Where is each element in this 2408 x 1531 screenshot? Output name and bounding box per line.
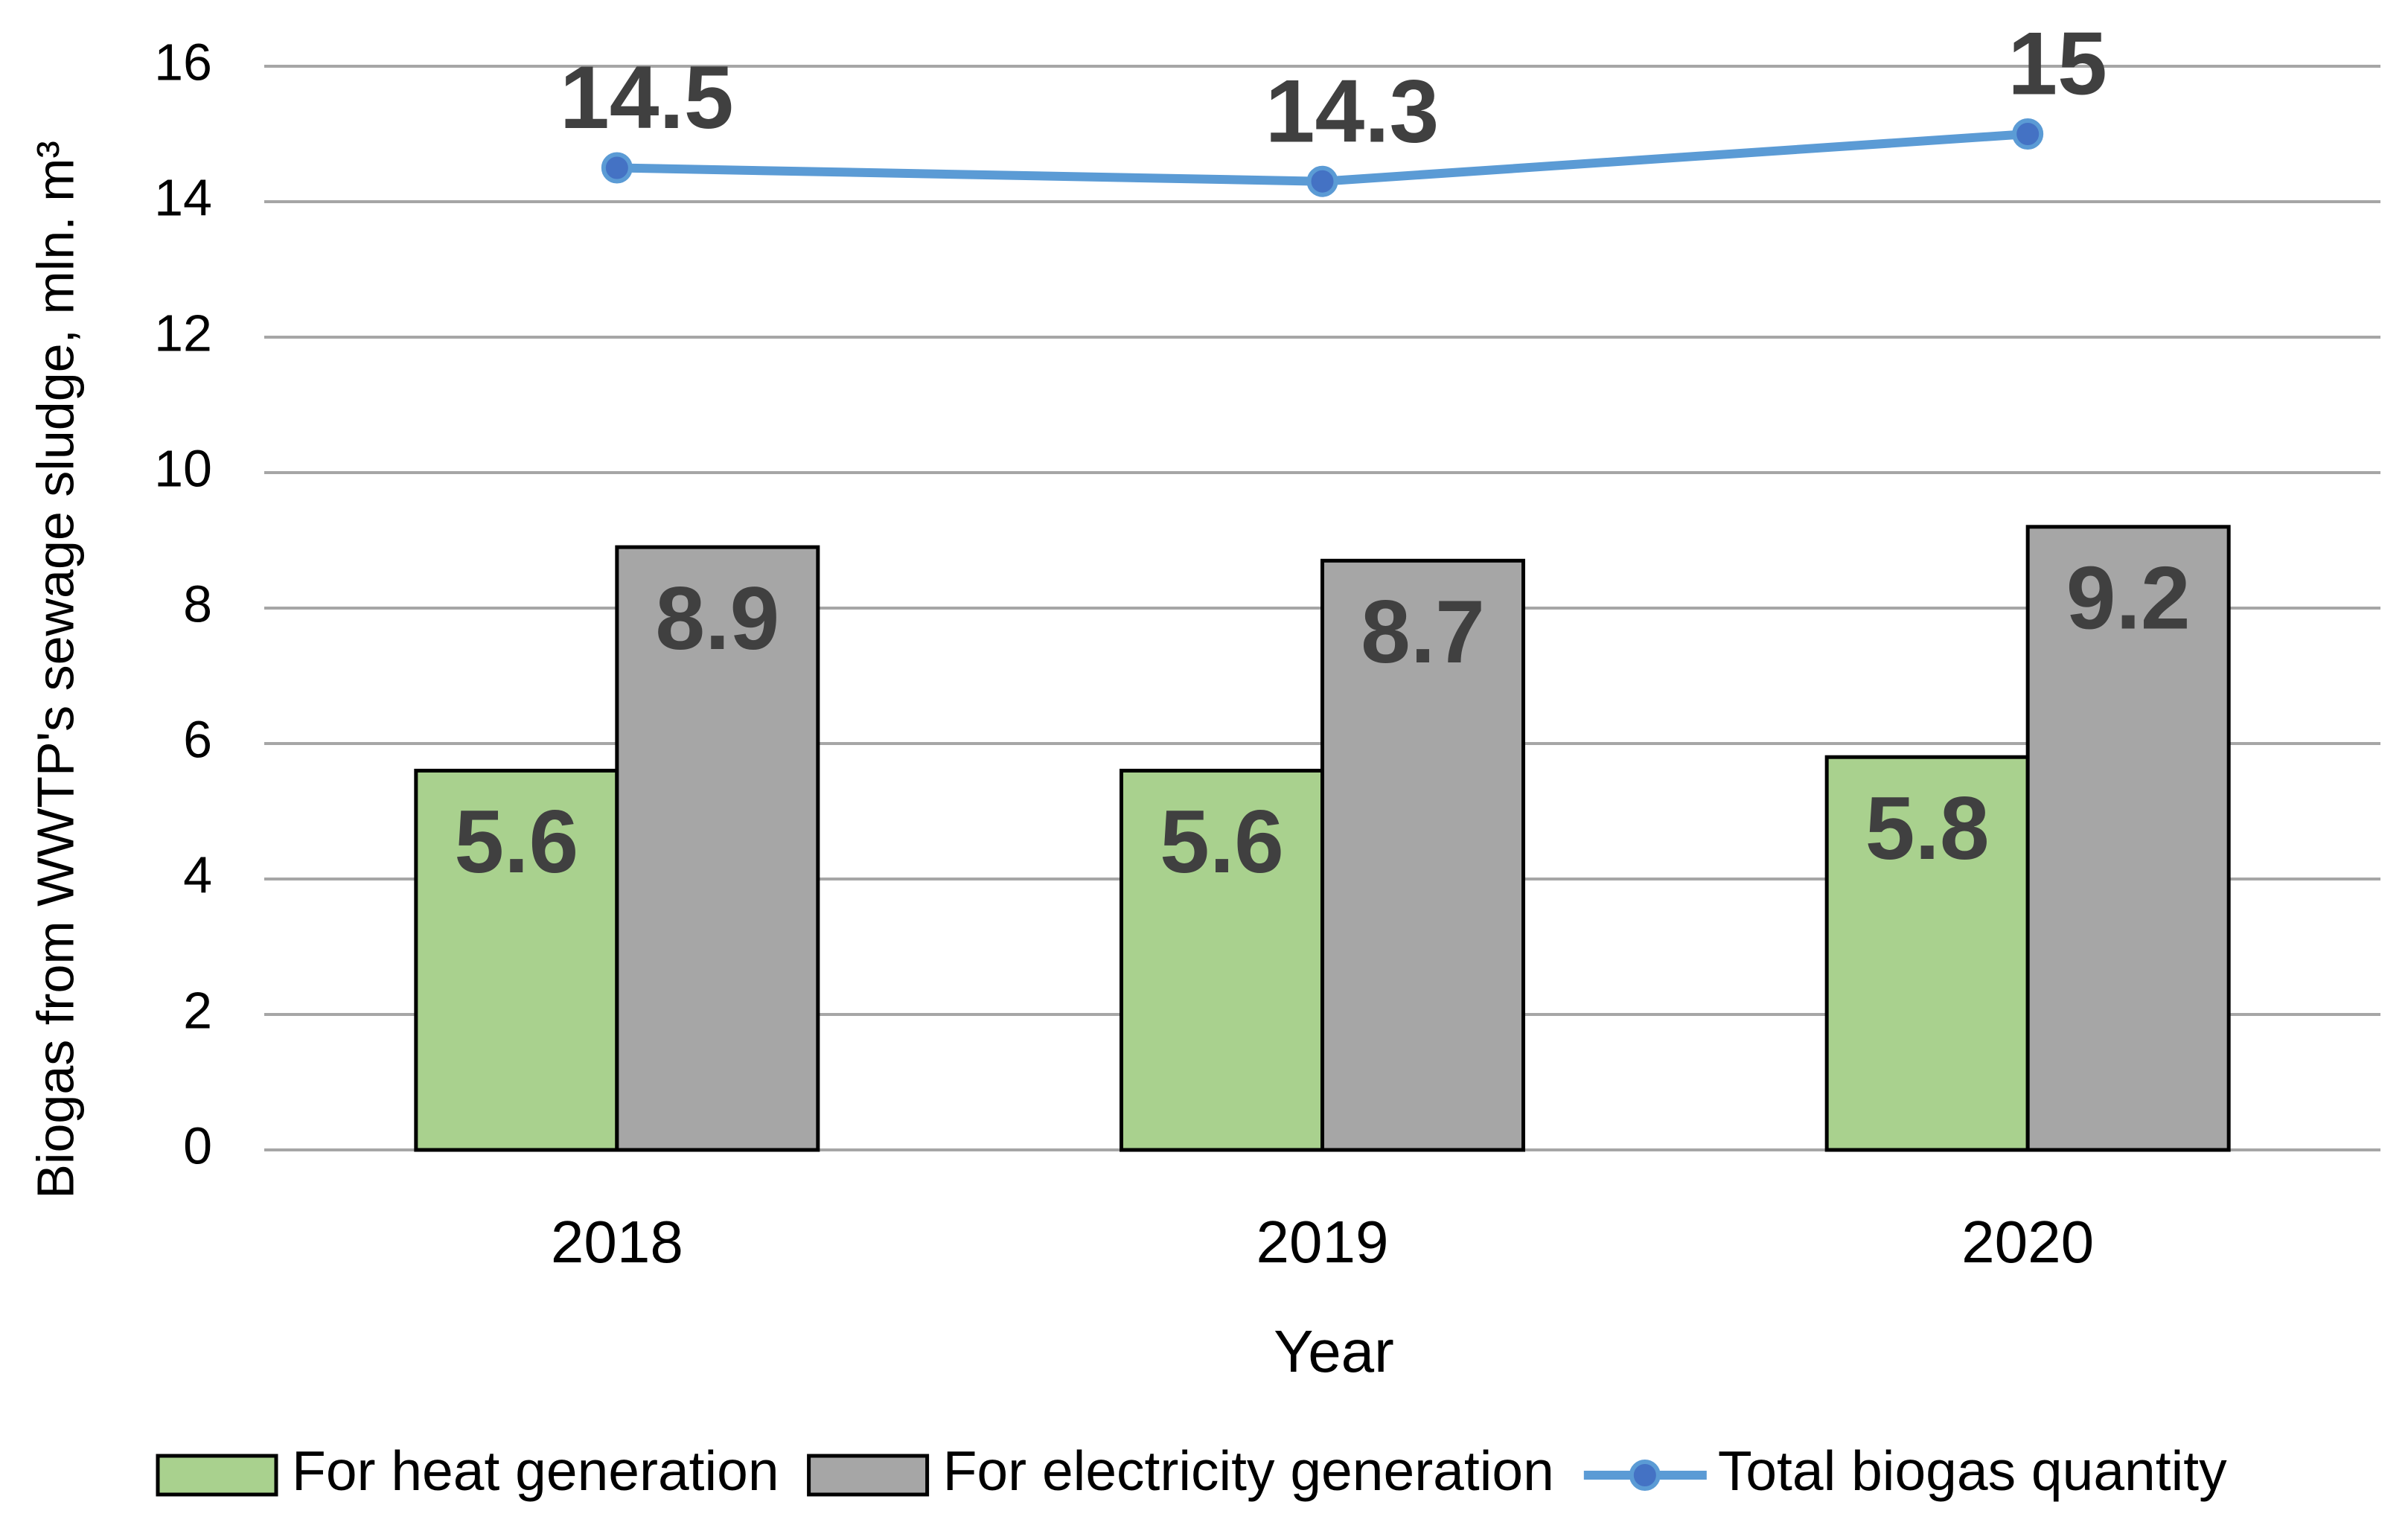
legend-label: For heat generation [292,1439,779,1502]
y-axis-label: Biogas from WWTP's sewage sludge, mln. m… [26,141,84,1199]
y-tick-label: 2 [183,981,212,1039]
x-axis-label: Year [1274,1318,1394,1384]
y-tick-label: 10 [154,439,212,497]
x-tick-label: 2019 [1256,1209,1389,1275]
data-label: 5.6 [1160,792,1284,892]
legend-swatch [807,1454,930,1497]
legend-label: For electricity generation [943,1439,1554,1502]
marker [1306,165,1338,197]
legend-label: Total biogas quantity [1718,1439,2227,1502]
y-tick-label: 6 [183,710,212,768]
legend-marker [1629,1460,1661,1491]
data-label: 14.5 [560,48,734,147]
bar [1824,755,2030,1152]
data-label: 5.8 [1865,779,1990,878]
y-tick-label: 4 [183,846,212,904]
data-label: 8.7 [1361,582,1485,682]
y-tick-label: 14 [154,168,212,226]
y-tick-label: 16 [154,33,212,91]
y-tick-label: 0 [183,1116,212,1174]
y-tick-label: 12 [154,304,212,362]
bar [1120,768,1324,1152]
data-label: 8.9 [655,569,779,668]
data-label: 15 [2008,14,2107,114]
x-tick-label: 2020 [1961,1209,2094,1275]
marker [601,152,633,184]
data-label: 5.6 [454,792,578,892]
bar [615,545,820,1152]
data-label: 9.2 [2066,549,2191,648]
bar [1320,558,1525,1152]
marker [2012,118,2044,150]
data-label: 14.3 [1265,61,1440,161]
bar [2025,525,2231,1152]
y-tick-label: 8 [183,575,212,633]
legend-swatch [156,1454,278,1497]
x-tick-label: 2018 [551,1209,683,1275]
